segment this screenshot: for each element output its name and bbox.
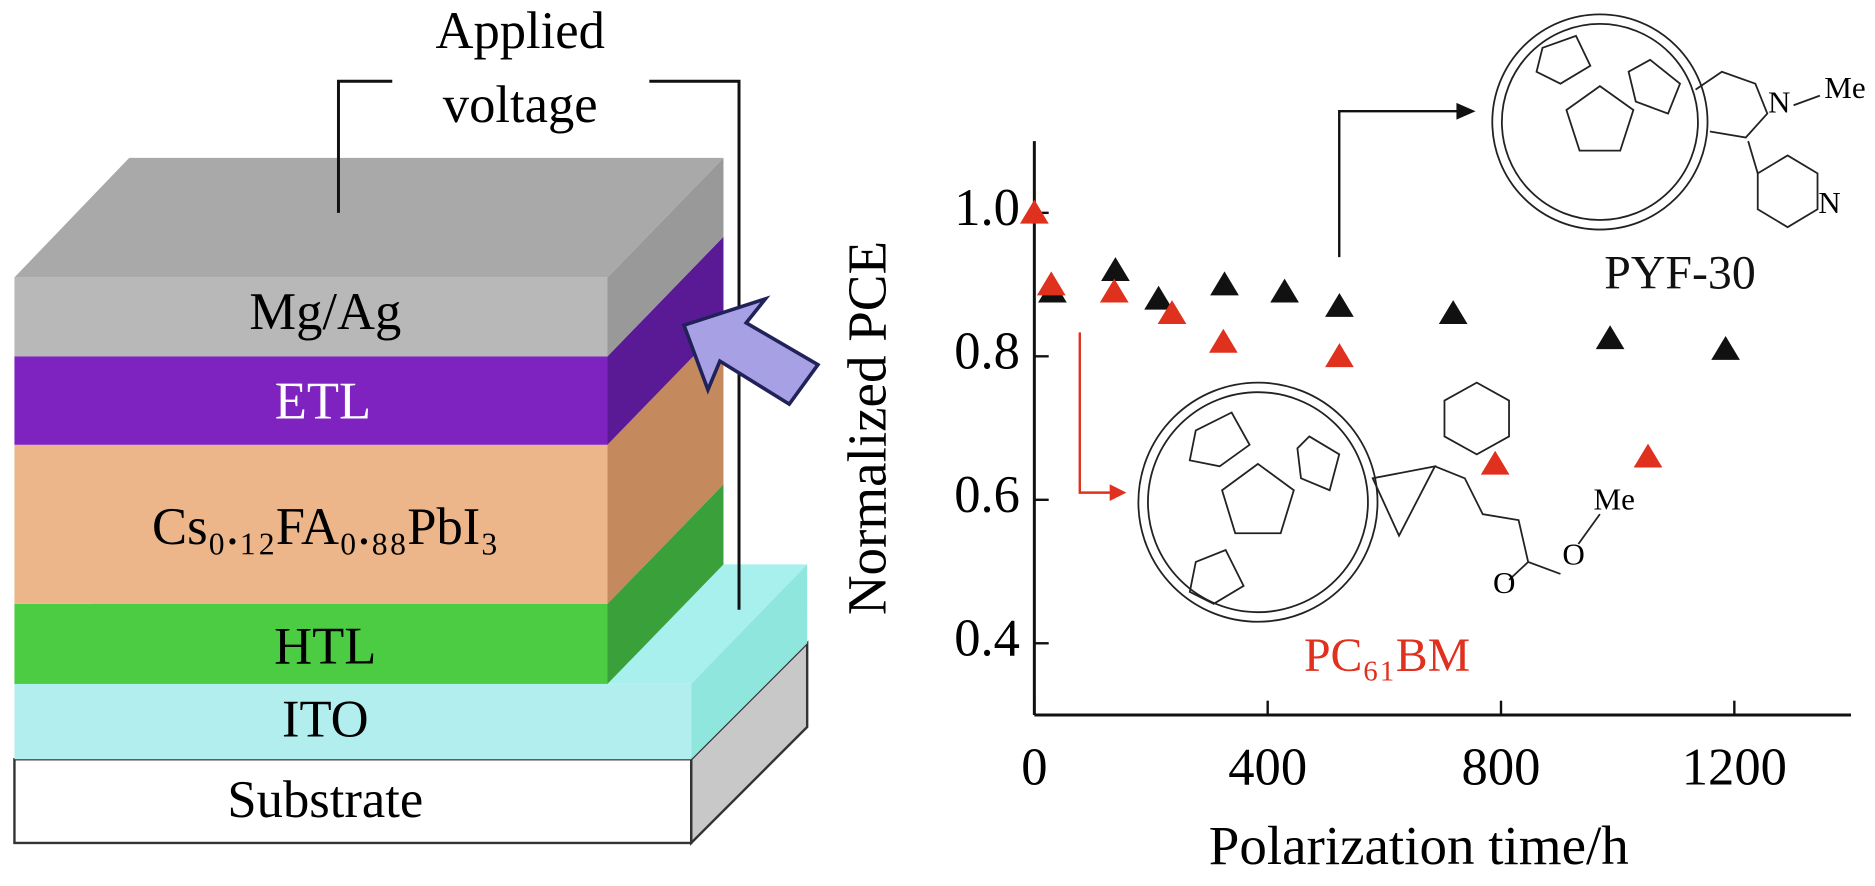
atom-label: O (1562, 536, 1584, 571)
x-axis-title: Polarization time/h (1209, 815, 1629, 876)
layer-label: Mg/Ag (249, 283, 401, 341)
series-label: PC₆₁BM (1304, 629, 1470, 682)
marker (1633, 443, 1663, 468)
atom-label: N (1768, 84, 1790, 119)
marker (1711, 335, 1740, 360)
y-tick-label: 1.0 (954, 179, 1020, 237)
layer-label: ETL (275, 373, 371, 431)
atom-label: Me (1824, 70, 1865, 105)
series-label: PYF-30 (1604, 246, 1755, 299)
label: Applied (435, 2, 604, 60)
marker (1325, 292, 1354, 317)
layer-label: Substrate (227, 771, 423, 829)
marker (1208, 328, 1238, 353)
y-tick-label: 0.8 (954, 322, 1020, 380)
marker (1595, 325, 1625, 350)
x-tick-label: 800 (1462, 738, 1541, 796)
label: voltage (443, 76, 598, 134)
device-stack: Applied voltage Mg/Ag ETL Cs₀.₁₂FA₀.₈₈Pb… (13, 2, 821, 846)
marker (1101, 257, 1130, 281)
layer-label: ITO (282, 691, 369, 749)
y-axis-title: Normalized PCE (837, 241, 898, 615)
marker (1270, 278, 1299, 303)
atom-label: Me (1594, 481, 1635, 516)
plot: 0 400 800 1200 0.4 0.6 0.8 1.0 Polarization time… (837, 141, 1852, 876)
marker (1036, 271, 1066, 296)
atom-label: O (1493, 565, 1515, 600)
x-tick-label: 1200 (1682, 738, 1787, 796)
atom-label: N (1818, 185, 1840, 220)
y-tick-label: 0.6 (954, 466, 1020, 524)
layer-label: HTL (274, 618, 376, 676)
marker (1144, 285, 1173, 310)
marker (1438, 300, 1468, 325)
layer-label: Cs₀.₁₂FA₀.₈₈PbI₃ (152, 498, 499, 556)
marker (1099, 278, 1129, 303)
x-tick-label: 0 (1021, 738, 1047, 796)
marker (1157, 300, 1187, 325)
marker (1480, 450, 1510, 475)
marker (1325, 343, 1354, 368)
x-tick-label: 400 (1228, 738, 1307, 796)
molecules: N Me N Me O O (1078, 13, 1866, 623)
y-tick-label: 0.4 (954, 609, 1020, 667)
marker (1020, 199, 1049, 224)
marker (1210, 271, 1239, 296)
